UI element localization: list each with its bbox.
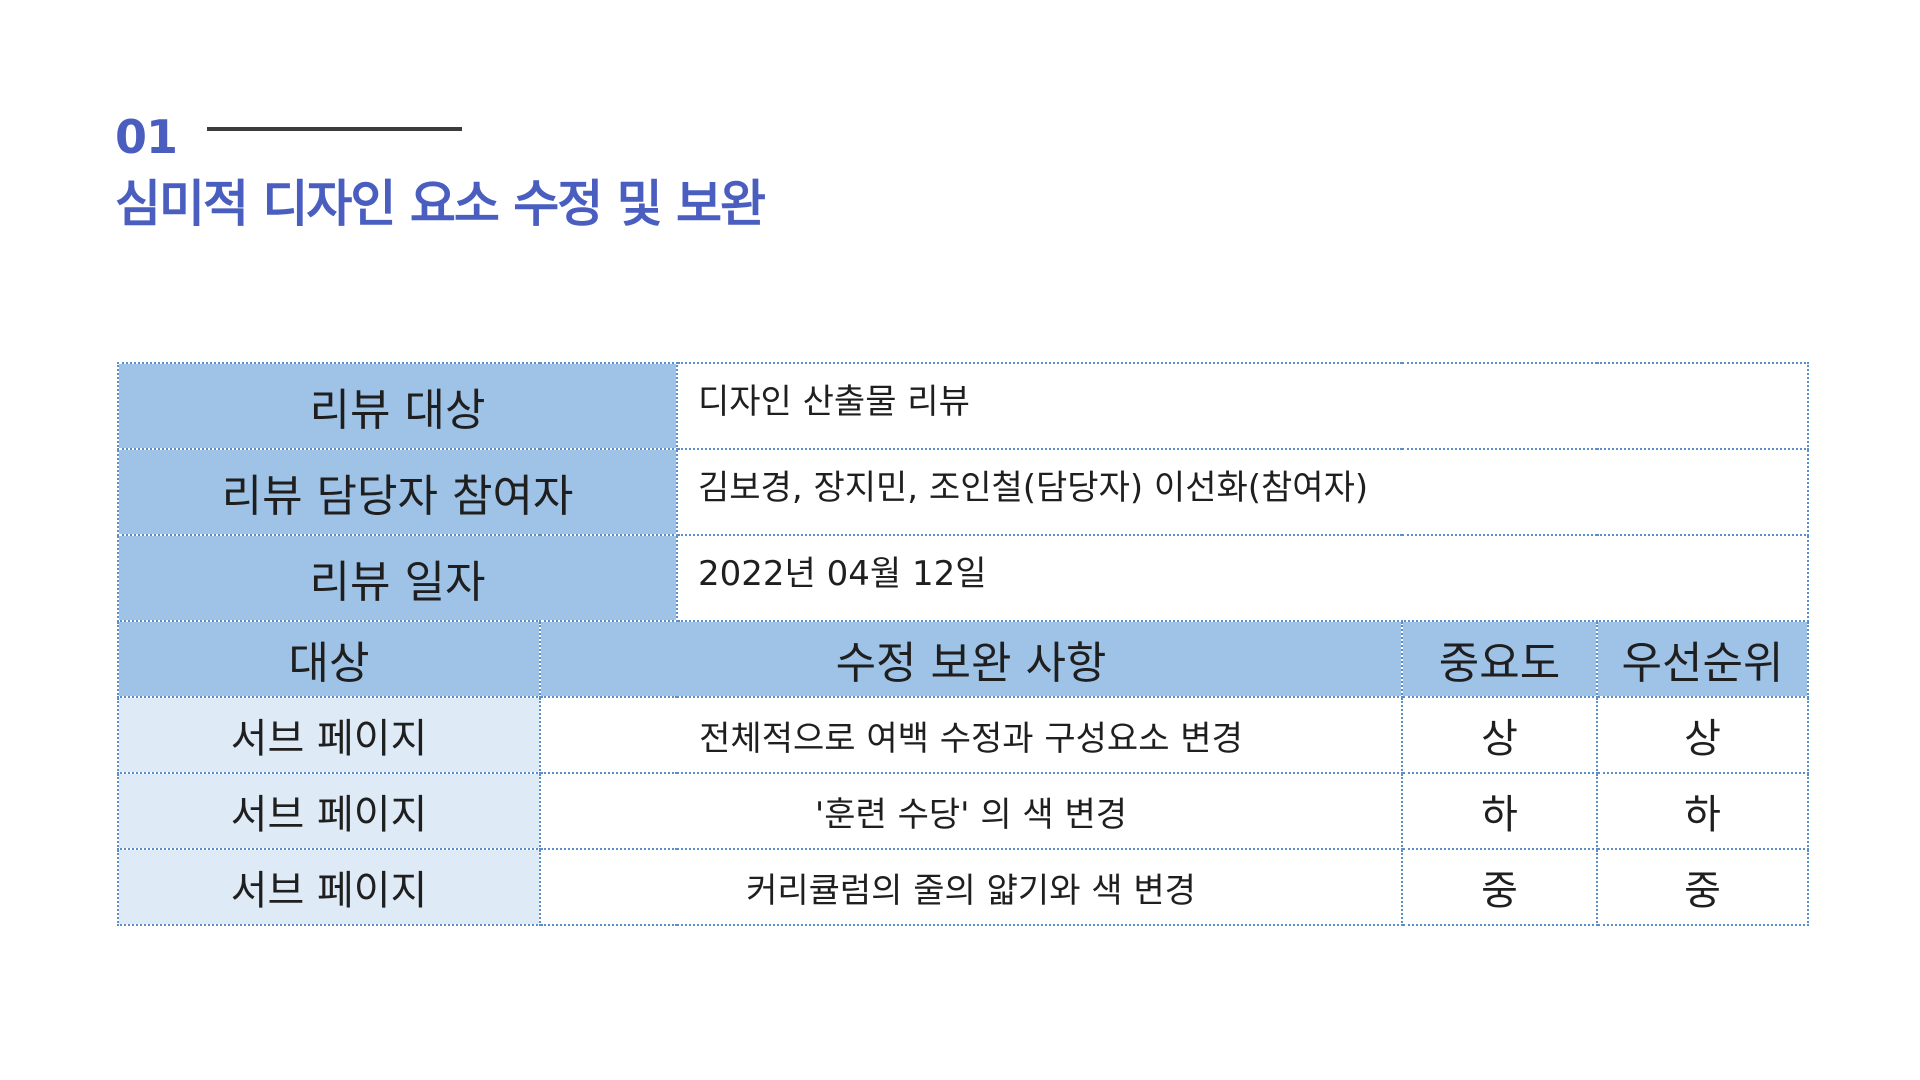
column-header-target: 대상: [117, 620, 541, 698]
row-target-cell: 서브 페이지: [117, 848, 541, 926]
column-header-change: 수정 보완 사항: [539, 620, 1403, 698]
row-target-cell: 서브 페이지: [117, 772, 541, 850]
table-row: 서브 페이지 '훈련 수당' 의 색 변경 하 하: [117, 772, 1809, 850]
row-priority-cell: 상: [1596, 696, 1809, 774]
row-change-cell: 전체적으로 여백 수정과 구성요소 변경: [539, 696, 1403, 774]
table-row: 서브 페이지 커리큘럼의 줄의 얇기와 색 변경 중 중: [117, 848, 1809, 926]
row-target-cell: 서브 페이지: [117, 696, 541, 774]
row-importance-cell: 중: [1401, 848, 1598, 926]
review-people-label: 리뷰 담당자 참여자: [117, 448, 678, 536]
info-row-people: 리뷰 담당자 참여자 김보경, 장지민, 조인철(담당자) 이선화(참여자): [117, 448, 1809, 536]
column-header-priority: 우선순위: [1596, 620, 1809, 698]
review-target-label: 리뷰 대상: [117, 362, 678, 450]
page-title: 심미적 디자인 요소 수정 및 보완: [115, 175, 766, 233]
row-importance-cell: 하: [1401, 772, 1598, 850]
section-number-row: 01: [115, 108, 764, 166]
column-header-importance: 중요도: [1401, 620, 1598, 698]
info-row-target: 리뷰 대상 디자인 산출물 리뷰: [117, 362, 1809, 450]
review-target-value: 디자인 산출물 리뷰: [676, 362, 1809, 450]
column-header-row: 대상 수정 보완 사항 중요도 우선순위: [117, 620, 1809, 698]
row-change-cell: 커리큘럼의 줄의 얇기와 색 변경: [539, 848, 1403, 926]
section-number: 01: [115, 110, 178, 164]
review-date-label: 리뷰 일자: [117, 534, 678, 622]
row-importance-cell: 상: [1401, 696, 1598, 774]
row-change-cell: '훈련 수당' 의 색 변경: [539, 772, 1403, 850]
row-priority-cell: 하: [1596, 772, 1809, 850]
review-date-value: 2022년 04월 12일: [676, 534, 1809, 622]
review-people-value: 김보경, 장지민, 조인철(담당자) 이선화(참여자): [676, 448, 1809, 536]
info-row-date: 리뷰 일자 2022년 04월 12일: [117, 534, 1809, 622]
table-row: 서브 페이지 전체적으로 여백 수정과 구성요소 변경 상 상: [117, 696, 1809, 774]
review-table: 리뷰 대상 디자인 산출물 리뷰 리뷰 담당자 참여자 김보경, 장지민, 조인…: [117, 362, 1809, 926]
section-header: 01 심미적 디자인 요소 수정 및 보완: [115, 108, 766, 236]
row-priority-cell: 중: [1596, 848, 1809, 926]
header-divider: [207, 127, 463, 131]
